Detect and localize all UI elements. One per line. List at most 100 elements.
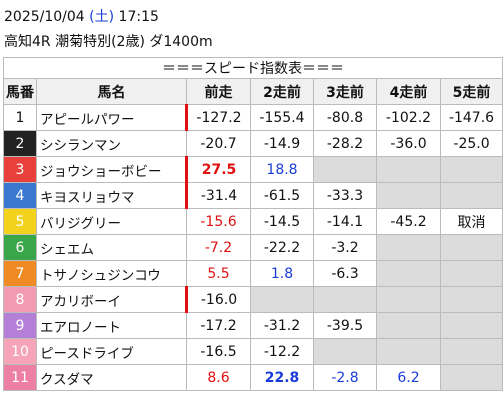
speed-index: -22.2 — [250, 234, 314, 261]
speed-index: -16.0 — [185, 286, 251, 313]
speed-index: 取消 — [439, 208, 504, 235]
speed-index: -155.4 — [250, 104, 314, 131]
header-row: 馬番 馬名 前走 2走前 3走前 4走前 5走前 — [3, 78, 504, 105]
horse-name: トサノシュジンコウ — [36, 260, 187, 287]
table-title: ＝＝＝スピード指数表＝＝＝ — [2, 57, 504, 79]
speed-index — [313, 156, 377, 183]
horse-row: 9 エアロノート -17.2 -31.2 -39.5 — [3, 312, 504, 339]
horse-name: シェエム — [36, 234, 187, 261]
horse-number: 9 — [3, 312, 37, 339]
column-header: 2走前 — [250, 78, 314, 105]
speed-index — [376, 234, 441, 261]
speed-table: ＝＝＝スピード指数表＝＝＝ 馬番 馬名 前走 2走前 3走前 4走前 5走前 1 アピールパワー -… — [2, 57, 504, 391]
speed-index — [439, 338, 504, 365]
speed-index — [376, 182, 441, 209]
horse-name: クスダマ — [36, 364, 187, 391]
horse-name: ピースドライブ — [36, 338, 187, 365]
horse-number: 7 — [3, 260, 37, 287]
speed-index: -14.5 — [250, 208, 314, 235]
speed-index: -39.5 — [313, 312, 377, 339]
date-line: 2025/10/04 (土) 17:15 — [4, 6, 159, 26]
speed-index — [439, 260, 504, 287]
speed-index: -16.5 — [186, 338, 251, 365]
title-row: ＝＝＝スピード指数表＝＝＝ — [2, 57, 504, 79]
horse-row: 4 キヨスリョウマ -31.4 -61.5 -33.3 — [3, 182, 504, 209]
speed-index — [439, 286, 504, 313]
horse-number: 2 — [3, 130, 37, 157]
speed-index: -7.2 — [186, 234, 251, 261]
speed-index — [439, 234, 504, 261]
horse-row: 5 バリジグリー -15.6 -14.5 -14.1 -45.2 取消 — [3, 208, 504, 235]
horse-row: 1 アピールパワー -127.2 -155.4 -80.8 -102.2 -147.6 — [3, 104, 504, 131]
speed-index — [376, 338, 441, 365]
race: 高知4R 潮菊特別(2歳) ダ1400m — [4, 34, 213, 50]
speed-index: 18.8 — [250, 156, 314, 183]
speed-index: -33.3 — [313, 182, 377, 209]
speed-index: 5.5 — [186, 260, 251, 287]
column-header: 馬名 — [36, 78, 187, 105]
speed-index: -15.6 — [186, 208, 251, 235]
speed-index: -14.1 — [313, 208, 377, 235]
speed-index: -61.5 — [250, 182, 314, 209]
horse-name: アピールパワー — [36, 104, 187, 131]
horse-number: 3 — [3, 156, 37, 183]
speed-index — [376, 260, 441, 287]
speed-index: 22.8 — [250, 364, 314, 391]
speed-index — [313, 286, 377, 313]
weekday: (土) — [89, 9, 115, 25]
speed-index: -14.9 — [250, 130, 314, 157]
date: 2025/10/04 — [4, 9, 85, 25]
horse-row: 8 アカリボーイ -16.0 — [3, 286, 504, 313]
horse-name: ジョウショーボビー — [36, 156, 187, 183]
horse-number: 4 — [3, 182, 37, 209]
speed-index: -31.4 — [185, 182, 251, 209]
speed-index: -45.2 — [376, 208, 441, 235]
speed-index — [376, 156, 441, 183]
speed-index — [439, 182, 504, 209]
speed-index: -127.2 — [185, 104, 251, 131]
speed-index: -31.2 — [250, 312, 314, 339]
horse-number: 1 — [3, 104, 37, 131]
speed-index — [250, 286, 314, 313]
speed-index: -3.2 — [313, 234, 377, 261]
speed-index: -2.8 — [313, 364, 377, 391]
horse-row: 2 シシランマン -20.7 -14.9 -28.2 -36.0 -25.0 — [3, 130, 504, 157]
speed-index: -17.2 — [186, 312, 251, 339]
speed-index: 27.5 — [185, 156, 251, 183]
horse-number: 8 — [3, 286, 37, 313]
speed-index — [439, 312, 504, 339]
column-header: 5走前 — [439, 78, 504, 105]
horse-name: キヨスリョウマ — [36, 182, 187, 209]
speed-index: 1.8 — [250, 260, 314, 287]
speed-index: -36.0 — [376, 130, 441, 157]
horse-name: アカリボーイ — [36, 286, 187, 313]
speed-index: -25.0 — [439, 130, 504, 157]
speed-index: -102.2 — [376, 104, 441, 131]
speed-index: 8.6 — [186, 364, 251, 391]
speed-index — [439, 364, 504, 391]
speed-index: -80.8 — [313, 104, 377, 131]
column-header: 4走前 — [376, 78, 441, 105]
speed-index — [439, 156, 504, 183]
horse-name: エアロノート — [36, 312, 187, 339]
speed-index — [376, 312, 441, 339]
speed-index — [313, 338, 377, 365]
horse-name: バリジグリー — [36, 208, 187, 235]
time: 17:15 — [118, 9, 159, 25]
horse-number: 5 — [3, 208, 37, 235]
horse-number: 10 — [3, 338, 37, 365]
speed-index — [376, 286, 441, 313]
speed-index: -12.2 — [250, 338, 314, 365]
horse-number: 11 — [3, 364, 37, 391]
horse-row: 3 ジョウショーボビー 27.5 18.8 — [3, 156, 504, 183]
column-header: 3走前 — [313, 78, 377, 105]
horse-row: 10 ピースドライブ -16.5 -12.2 — [3, 338, 504, 365]
column-header: 前走 — [186, 78, 251, 105]
horse-row: 7 トサノシュジンコウ 5.5 1.8 -6.3 — [3, 260, 504, 287]
horse-row: 11 クスダマ 8.6 22.8 -2.8 6.2 — [3, 364, 504, 391]
speed-index: -147.6 — [439, 104, 504, 131]
speed-index: -6.3 — [313, 260, 377, 287]
horse-name: シシランマン — [36, 130, 187, 157]
horse-number: 6 — [3, 234, 37, 261]
